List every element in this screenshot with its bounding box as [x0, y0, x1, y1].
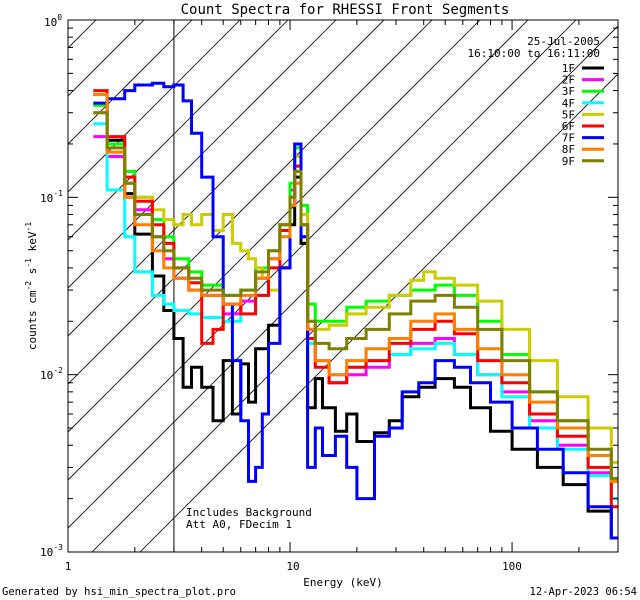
series-line-6f — [93, 89, 618, 509]
y-tick-labels: 10-3 10-2 10-1 100 — [40, 13, 63, 559]
hatch-line — [68, 20, 289, 241]
hatch-line — [68, 20, 481, 433]
series-layer — [93, 81, 618, 540]
annotation-background: Includes Background — [186, 506, 312, 519]
hatch-line — [139, 73, 618, 552]
legend-label-6f: 6F — [562, 120, 575, 133]
legend-label-1f: 1F — [562, 62, 575, 75]
timestamp-label: 12-Apr-2023 06:54 — [530, 586, 637, 598]
hatch-line — [68, 20, 385, 337]
plot-frame — [67, 19, 619, 553]
series-line-2f — [93, 135, 618, 501]
legend-label-9f: 9F — [562, 155, 575, 168]
hatch-line — [68, 20, 529, 481]
hatch-line — [68, 20, 193, 145]
hatch-line — [68, 20, 337, 289]
x-tick-labels: 1 10 100 — [65, 560, 522, 573]
time-range-label: 16:10:00 to 16:11:00 — [468, 47, 600, 60]
legend-label-2f: 2F — [562, 74, 575, 87]
legend-label-4f: 4F — [562, 97, 575, 110]
y-axis-label: counts cm-2 s-1 keV-1 — [24, 222, 39, 350]
x-tick-label: 10 — [286, 560, 299, 573]
series-line-7f — [93, 81, 618, 540]
hatch-line — [68, 20, 97, 49]
x-axis-label: Energy (keV) — [303, 576, 382, 589]
hatched-region — [68, 20, 618, 552]
y-tick-label: 100 — [44, 13, 62, 29]
date-label: 25-Jul-2005 — [527, 35, 600, 48]
hatch-line — [68, 20, 433, 385]
legend-label-7f: 7F — [562, 132, 575, 145]
generated-by-label: Generated by hsi_min_spectra_plot.pro — [2, 586, 236, 598]
series-line-9f — [93, 111, 618, 480]
legend-label-3f: 3F — [562, 85, 575, 98]
y-tick-label: 10-2 — [40, 366, 63, 382]
annotation-attenuator: Att A0, FDecim 1 — [186, 518, 292, 531]
x-tick-label: 100 — [502, 560, 522, 573]
y-tick-label: 10-3 — [40, 543, 63, 559]
x-tick-label: 1 — [65, 560, 72, 573]
hatch-line — [91, 25, 618, 552]
y-tick-label: 10-1 — [40, 189, 63, 205]
hatch-line — [68, 20, 577, 529]
hatch-line — [68, 20, 241, 193]
legend-label-8f: 8F — [562, 143, 575, 156]
chart-title: Count Spectra for RHESSI Front Segments — [181, 2, 510, 18]
series-line-5f — [93, 111, 618, 464]
legend-label-5f: 5F — [562, 108, 575, 121]
axis-ticks — [67, 19, 619, 553]
